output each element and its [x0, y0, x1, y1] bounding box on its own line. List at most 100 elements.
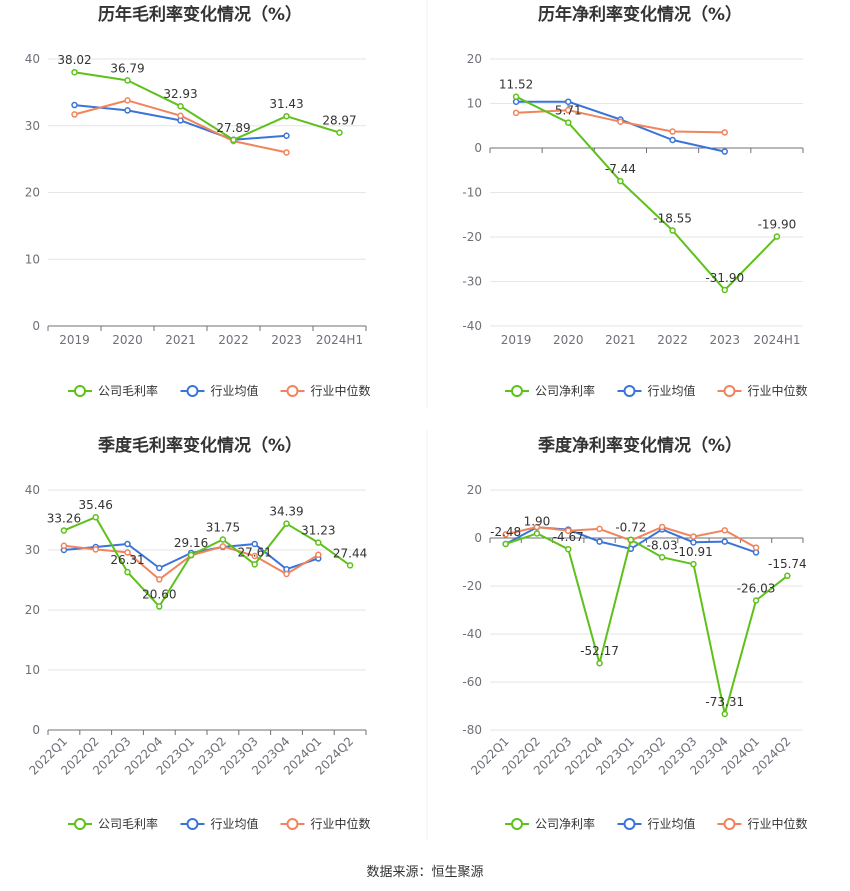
series-line-company	[74, 71, 340, 141]
chart-quarterly-gross-margin: 季度毛利率变化情况（%）0102030402022Q12022Q22022Q32…	[25, 435, 371, 831]
legend-label: 行业均值	[211, 383, 259, 398]
data-point-company	[533, 530, 541, 537]
chart-title: 季度毛利率变化情况（%）	[98, 435, 302, 456]
data-label: 27.61	[238, 545, 272, 559]
data-point-industry_median	[721, 527, 728, 534]
data-point-company	[669, 227, 676, 234]
chart-quarterly-net-margin: 季度净利率变化情况（%）-80-60-40-200202022Q12022Q22…	[462, 435, 807, 831]
x-tick-label: 2019	[501, 333, 532, 347]
x-tick-label: 2023	[709, 333, 740, 347]
legend-marker-icon	[74, 385, 86, 397]
data-label: 11.52	[499, 78, 533, 92]
data-point-industry_median	[658, 523, 666, 531]
x-tick-label: 2024H1	[753, 333, 800, 347]
y-tick-label: 20	[467, 483, 482, 497]
y-tick-label: 20	[467, 52, 482, 66]
data-point-company	[251, 561, 258, 568]
data-point-company	[627, 536, 635, 543]
chart-annual-gross-margin: 历年毛利率变化情况（%） 0 10 20 30 40 2019 2020 2021 2022 202…	[25, 4, 371, 398]
y-tick-label: -80	[462, 723, 482, 737]
data-label: -18.55	[653, 212, 692, 226]
chart-annual-net-margin: 历年净利率变化情况（%） -40 -30 -20 -10 0 10 20 2019 2020 202…	[462, 4, 807, 398]
data-label: -0.72	[615, 521, 646, 535]
data-point-industry_median	[565, 106, 572, 114]
data-label: 29.16	[174, 536, 208, 550]
legend-marker-icon	[723, 818, 736, 830]
y-tick-label: 10	[25, 663, 40, 677]
data-point-industry_avg	[721, 538, 728, 545]
data-label: 36.79	[110, 61, 144, 75]
legend-label: 行业均值	[648, 816, 696, 831]
x-tick-label: 2021	[165, 333, 196, 347]
data-point-company	[512, 93, 520, 100]
data-point-industry_median	[752, 544, 760, 551]
data-point-company	[60, 527, 68, 534]
legend-label: 行业中位数	[311, 383, 371, 398]
y-tick-label: 30	[25, 119, 40, 133]
data-point-company	[315, 539, 322, 546]
y-tick-label: -60	[462, 675, 482, 689]
y-tick-label: 10	[25, 252, 40, 266]
data-point-company	[177, 102, 184, 110]
data-point-company	[502, 540, 509, 548]
data-point-industry_median	[617, 118, 624, 125]
data-point-industry_median	[565, 527, 572, 535]
legend-marker-icon	[511, 818, 523, 830]
x-tick-label: 2022	[218, 333, 249, 347]
data-point-industry_median	[283, 149, 290, 156]
data-label: -73.31	[705, 695, 744, 709]
data-point-company	[92, 513, 99, 521]
data-point-company	[230, 136, 237, 144]
data-label: -2.48	[490, 525, 521, 539]
legend-label: 行业中位数	[748, 816, 808, 831]
series-line-company	[63, 516, 351, 608]
data-point-industry_median	[690, 533, 697, 540]
data-label: 28.97	[322, 114, 356, 128]
x-tick-label: 2024H1	[316, 333, 363, 347]
data-point-industry_avg	[690, 539, 697, 546]
data-label: -4.67	[553, 530, 584, 544]
data-label: 33.26	[47, 511, 81, 525]
y-tick-label: 40	[25, 52, 40, 66]
data-point-industry_median	[60, 542, 68, 550]
data-label: -15.74	[768, 557, 807, 571]
data-label: 31.23	[301, 524, 335, 538]
x-tick-label: 2021	[605, 333, 636, 347]
data-point-industry_avg	[721, 148, 728, 155]
series-line-industry_avg	[516, 100, 726, 153]
series-line-company	[505, 532, 789, 715]
data-point-company	[156, 603, 163, 610]
y-tick-label: 20	[25, 186, 40, 200]
data-point-industry_median	[177, 112, 184, 119]
data-point-industry_median	[533, 523, 541, 531]
y-tick-label: -40	[462, 319, 482, 333]
data-point-industry_median	[315, 551, 322, 559]
y-tick-label: 40	[25, 483, 40, 497]
data-label: 20.60	[142, 587, 176, 601]
y-tick-label: 10	[467, 97, 482, 111]
chart-title: 季度净利率变化情况（%）	[538, 435, 742, 456]
legend-marker-icon	[186, 385, 199, 397]
legend-marker-icon	[723, 385, 736, 397]
data-label: 31.75	[206, 521, 240, 535]
y-tick-label: 0	[32, 319, 40, 333]
data-point-company	[124, 568, 131, 576]
data-point-company	[596, 659, 603, 667]
data-point-industry_avg	[596, 538, 603, 545]
data-point-industry_median	[283, 570, 290, 578]
data-point-industry_median	[669, 128, 676, 135]
data-source-label: 数据来源：恒生聚源	[366, 865, 483, 880]
y-tick-label: 20	[25, 603, 40, 617]
data-point-company	[336, 129, 343, 136]
legend-label: 公司毛利率	[98, 383, 158, 398]
data-label: 5.71	[555, 104, 582, 118]
data-label: 27.89	[216, 121, 250, 135]
data-point-industry_avg	[251, 540, 258, 548]
y-tick-label: -20	[462, 230, 482, 244]
y-tick-label: -30	[462, 275, 482, 289]
x-tick-label: 2020	[553, 333, 584, 347]
y-tick-label: -40	[462, 627, 482, 641]
data-point-company	[721, 286, 728, 294]
data-point-industry_median	[251, 552, 258, 560]
